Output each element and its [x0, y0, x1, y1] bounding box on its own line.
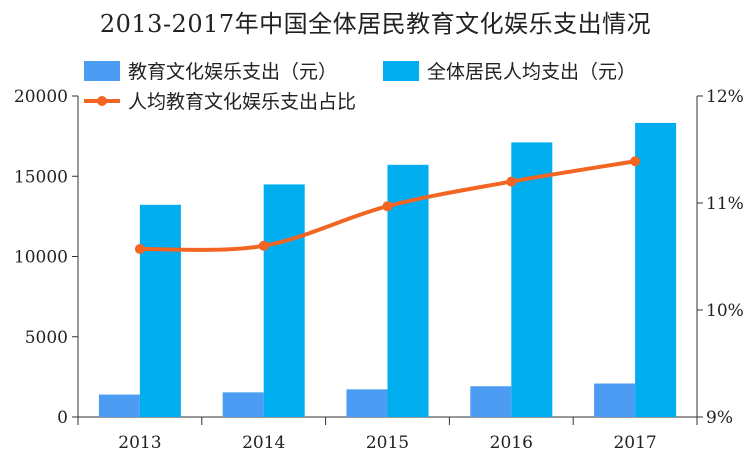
legend-label-2: 人均教育文化娱乐支出占比 [128, 91, 356, 113]
legend-label-1: 全体居民人均支出（元） [427, 61, 636, 83]
edu-spending-bar [346, 389, 388, 417]
edu-spending-bar [594, 383, 636, 417]
legend-swatch-0 [84, 61, 120, 81]
right-tick-label: 9% [706, 408, 733, 428]
x-tick-label: 2016 [490, 433, 533, 453]
left-tick-label: 0 [57, 408, 68, 428]
edu-spending-bar [470, 386, 512, 417]
left-tick-label: 10000 [14, 248, 68, 268]
right-tick-label: 11% [706, 194, 744, 214]
total-spending-bar [139, 204, 181, 417]
x-tick-label: 2017 [613, 433, 656, 453]
axes: 0 5000 10000 15000 20000 9% 10% 11% 12% 2013 2014 2… [14, 87, 744, 453]
left-tick-label: 20000 [14, 87, 68, 107]
x-tick-label: 2013 [118, 433, 161, 453]
percent-point [506, 176, 517, 187]
left-tick-label: 5000 [25, 328, 68, 348]
legend-swatch-1 [383, 61, 419, 81]
edu-spending-bar [98, 394, 140, 417]
edu-spending-bar [222, 392, 264, 417]
total-spending-bar [263, 184, 305, 417]
right-tick-label: 10% [706, 301, 744, 321]
right-tick-label: 12% [706, 87, 744, 107]
percent-line [134, 156, 641, 255]
percent-point [382, 201, 393, 212]
chart-title: 2013-2017年中国全体居民教育文化娱乐支出情况 [99, 10, 652, 38]
x-tick-label: 2014 [242, 433, 285, 453]
x-tick-label: 2015 [366, 433, 409, 453]
legend: 教育文化娱乐支出（元） 全体居民人均支出（元） 人均教育文化娱乐支出占比 [84, 61, 636, 113]
total-spending-bar [635, 122, 677, 418]
left-tick-label: 15000 [14, 167, 68, 187]
legend-marker-2 [97, 96, 107, 106]
percent-point [258, 240, 269, 251]
legend-label-0: 教育文化娱乐支出（元） [128, 61, 337, 83]
percent-point [134, 244, 145, 255]
bars [98, 122, 677, 418]
percent-point [630, 156, 641, 167]
total-spending-bar [387, 164, 429, 417]
total-spending-bar [511, 142, 553, 417]
